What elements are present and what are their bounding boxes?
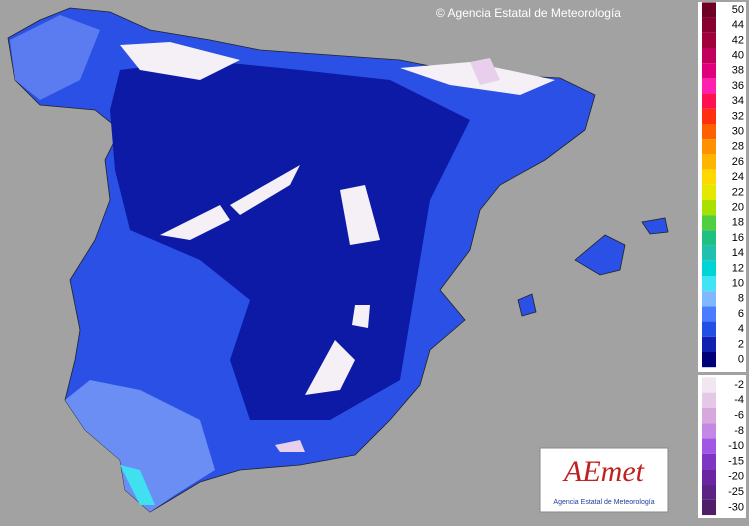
legend-label: 12 xyxy=(732,262,744,274)
legend-label: 8 xyxy=(738,293,744,305)
legend-label: 30 xyxy=(732,126,744,138)
legend-swatch xyxy=(702,2,716,18)
legend-swatch xyxy=(702,336,716,352)
cold-interior xyxy=(110,60,470,420)
snow xyxy=(275,440,305,452)
legend-swatch xyxy=(702,63,716,79)
legend-swatch xyxy=(702,276,716,292)
legend-label: 40 xyxy=(732,50,744,62)
logo-mark: AEmet xyxy=(562,455,645,488)
legend-label: 44 xyxy=(732,19,744,31)
map xyxy=(7,7,669,513)
legend-label: -6 xyxy=(734,410,744,422)
legend-swatch xyxy=(702,48,716,64)
legend-label: 4 xyxy=(738,323,744,335)
legend-swatch xyxy=(702,230,716,246)
snow xyxy=(352,305,370,328)
legend-label: 18 xyxy=(732,217,744,229)
legend-swatch xyxy=(702,260,716,276)
snow xyxy=(470,58,500,85)
legend-label: -30 xyxy=(728,501,744,513)
legend-label: -2 xyxy=(734,379,744,391)
logo: AEmet Agencia Estatal de Meteorología xyxy=(539,447,669,513)
legend-swatch xyxy=(702,291,716,307)
legend-label: 14 xyxy=(732,247,744,259)
mallorca xyxy=(574,234,626,276)
legend-swatch xyxy=(702,438,716,454)
legend-swatch xyxy=(702,184,716,200)
legend-label: 2 xyxy=(738,338,744,350)
ibiza xyxy=(517,293,537,317)
legend-swatch xyxy=(702,124,716,140)
legend-swatch xyxy=(702,200,716,216)
legend-swatch xyxy=(702,407,716,424)
legend-swatch xyxy=(702,392,716,408)
legend-swatch xyxy=(702,17,716,33)
legend-label: 32 xyxy=(732,110,744,122)
legend-label: -25 xyxy=(728,486,744,498)
legend-label: 34 xyxy=(732,95,744,107)
legend-swatch xyxy=(702,352,716,368)
mild-coast xyxy=(10,15,100,100)
legend-swatch xyxy=(702,321,716,337)
logo-caption: Agencia Estatal de Meteorología xyxy=(553,499,654,506)
legend-swatch xyxy=(702,469,716,485)
legend-swatch xyxy=(702,78,716,94)
legend-label: 42 xyxy=(732,34,744,46)
legend-label: 16 xyxy=(732,232,744,244)
legend-label: 20 xyxy=(732,202,744,214)
legend-label: 28 xyxy=(732,141,744,153)
legend-swatch xyxy=(702,499,716,516)
legend-swatch xyxy=(702,453,716,470)
snow xyxy=(340,185,380,245)
snow xyxy=(160,205,230,240)
legend-swatch xyxy=(702,169,716,185)
legend-swatch xyxy=(702,306,716,322)
legend-label: 24 xyxy=(732,171,744,183)
legend-label: 6 xyxy=(738,308,744,320)
legend-swatch xyxy=(702,93,716,109)
copyright: © Agencia Estatal de Meteorología xyxy=(436,6,621,20)
legend-label: -10 xyxy=(728,440,744,452)
legend-label: 50 xyxy=(732,4,744,16)
legend-swatch xyxy=(702,423,716,439)
legend-swatch xyxy=(702,154,716,170)
snow xyxy=(305,340,355,395)
legend-swatch xyxy=(702,377,716,393)
legend-label: 22 xyxy=(732,186,744,198)
legend-swatch xyxy=(702,215,716,231)
snow xyxy=(230,165,300,215)
logo-box xyxy=(539,447,669,513)
legend-swatch xyxy=(702,484,716,500)
snow xyxy=(120,42,240,80)
coast-warm xyxy=(120,465,155,505)
legend-swatch xyxy=(702,139,716,155)
legend-label: -15 xyxy=(728,455,744,467)
legend-label: 26 xyxy=(732,156,744,168)
legend-label: 36 xyxy=(732,80,744,92)
legend-swatch xyxy=(702,108,716,124)
legend-swatch xyxy=(702,32,716,48)
legend-label: -20 xyxy=(728,471,744,483)
legend-label: -8 xyxy=(734,425,744,437)
legend-label: 10 xyxy=(732,278,744,290)
legend-label: -4 xyxy=(734,394,744,406)
legend-label: 38 xyxy=(732,65,744,77)
legend-swatch xyxy=(702,245,716,261)
legend-label: 0 xyxy=(738,354,744,366)
menorca xyxy=(641,217,669,235)
mild-southwest xyxy=(65,380,215,512)
